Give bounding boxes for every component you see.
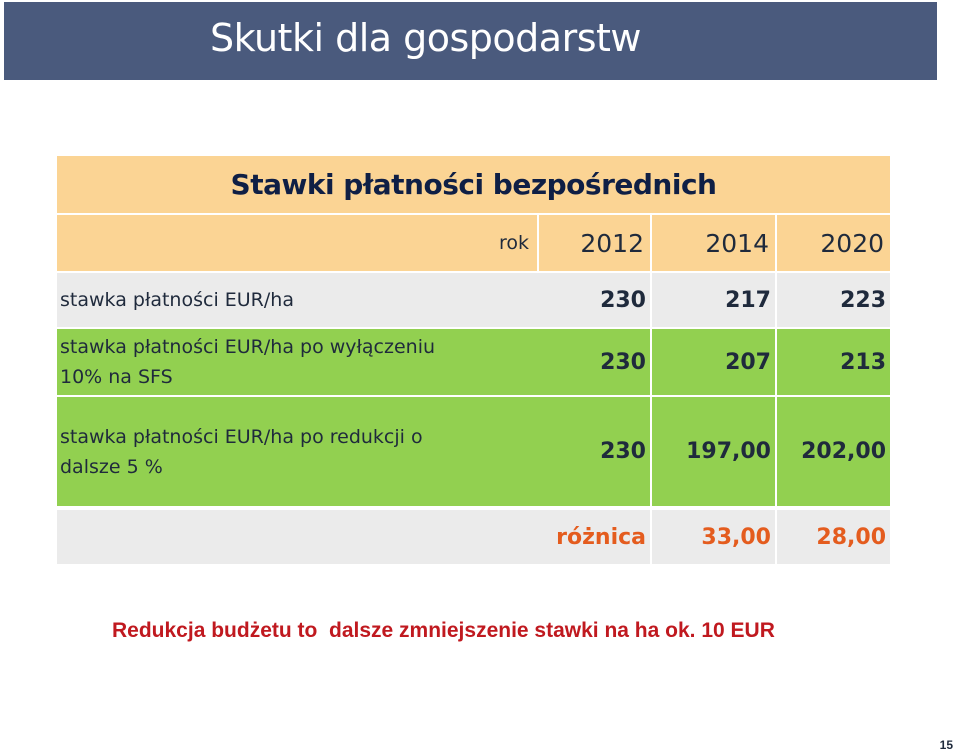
difference-row: różnica 33,00 28,00	[57, 506, 891, 564]
page-number: 15	[939, 738, 953, 752]
row-value: 230	[538, 271, 652, 328]
row-value: 230	[538, 395, 652, 508]
difference-value: 28,00	[776, 506, 891, 564]
row-label: stawka płatności EUR/ha po wyłączeniu 10…	[57, 327, 538, 396]
row-value: 217	[651, 271, 777, 328]
table-row: stawka płatności EUR/ha po redukcji o da…	[57, 395, 891, 508]
difference-value: 33,00	[651, 506, 777, 564]
row-label-line: stawka płatności EUR/ha po redukcji o	[60, 425, 423, 448]
difference-spacer	[57, 506, 538, 564]
table-title: Stawki płatności bezpośrednich	[57, 156, 891, 214]
year-header: 2012	[538, 213, 652, 272]
table-title-row: Stawki płatności bezpośrednich	[57, 156, 891, 214]
row-label: stawka płatności EUR/ha	[57, 271, 538, 328]
difference-label: różnica	[538, 506, 652, 564]
slide-title: Skutki dla gospodarstw	[210, 16, 641, 60]
row-label-line: dalsze 5 %	[60, 455, 163, 478]
row-label-line: stawka płatności EUR/ha po wyłączeniu	[60, 336, 436, 358]
budget-note: Redukcja budżetu to dalsze zmniejszenie …	[112, 619, 775, 642]
year-header: 2014	[651, 213, 777, 272]
row-value: 202,00	[776, 395, 891, 508]
year-header: 2020	[776, 213, 891, 272]
row-value: 213	[776, 327, 891, 396]
table-row: stawka płatności EUR/ha 230 217 223	[57, 271, 891, 328]
payment-rates-table: Stawki płatności bezpośrednich rok 2012 …	[57, 156, 891, 564]
row-value: 230	[538, 327, 652, 396]
year-label: rok	[57, 213, 539, 272]
row-value: 207	[651, 327, 777, 396]
year-header-row: rok 2012 2014 2020	[57, 213, 891, 272]
row-value: 223	[776, 271, 891, 328]
title-bar: Skutki dla gospodarstw	[4, 2, 937, 80]
row-value: 197,00	[651, 395, 777, 508]
table-row: stawka płatności EUR/ha po wyłączeniu 10…	[57, 327, 891, 396]
row-label: stawka płatności EUR/ha po redukcji o da…	[57, 395, 538, 508]
row-label-line: 10% na SFS	[60, 366, 173, 388]
